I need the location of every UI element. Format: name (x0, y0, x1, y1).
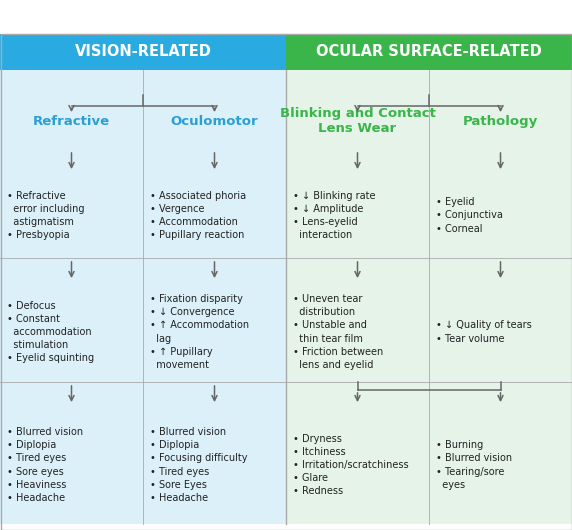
Text: • Blurred vision
• Diplopia
• Focusing difficulty
• Tired eyes
• Sore Eyes
• Hea: • Blurred vision • Diplopia • Focusing d… (150, 427, 248, 503)
Text: Oculomotor: Oculomotor (170, 115, 259, 128)
Text: Blinking and Contact
Lens Wear: Blinking and Contact Lens Wear (280, 108, 435, 136)
Text: • Eyelid
• Conjunctiva
• Corneal: • Eyelid • Conjunctiva • Corneal (436, 197, 503, 234)
Text: • Associated phoria
• Vergence
• Accommodation
• Pupillary reaction: • Associated phoria • Vergence • Accommo… (150, 191, 246, 240)
Text: • Burning
• Blurred vision
• Tearing/sore
  eyes: • Burning • Blurred vision • Tearing/sor… (436, 440, 512, 490)
FancyBboxPatch shape (0, 34, 286, 70)
Text: VISION-RELATED: VISION-RELATED (74, 45, 212, 59)
Text: • Refractive
  error including
  astigmatism
• Presbyopia: • Refractive error including astigmatism… (7, 191, 85, 240)
Text: • Dryness
• Itchiness
• Irritation/scratchiness
• Glare
• Redness: • Dryness • Itchiness • Irritation/scrat… (293, 434, 408, 497)
Text: • Blurred vision
• Diplopia
• Tired eyes
• Sore eyes
• Heaviness
• Headache: • Blurred vision • Diplopia • Tired eyes… (7, 427, 83, 503)
FancyBboxPatch shape (0, 70, 143, 524)
FancyBboxPatch shape (286, 34, 572, 70)
Text: Pathology: Pathology (463, 115, 538, 128)
FancyBboxPatch shape (429, 70, 572, 524)
Text: Refractive: Refractive (33, 115, 110, 128)
Text: • Fixation disparity
• ↓ Convergence
• ↑ Accommodation
  lag
• ↑ Pupillary
  mov: • Fixation disparity • ↓ Convergence • ↑… (150, 294, 249, 370)
FancyBboxPatch shape (286, 70, 429, 524)
FancyBboxPatch shape (143, 70, 286, 524)
Text: • ↓ Quality of tears
• Tear volume: • ↓ Quality of tears • Tear volume (436, 321, 532, 343)
Text: OCULAR SURFACE-RELATED: OCULAR SURFACE-RELATED (316, 45, 542, 59)
Text: • Defocus
• Constant
  accommodation
  stimulation
• Eyelid squinting: • Defocus • Constant accommodation stimu… (7, 301, 94, 364)
Text: • Uneven tear
  distribution
• Unstable and
  thin tear film
• Friction between
: • Uneven tear distribution • Unstable an… (293, 294, 383, 370)
Text: • ↓ Blinking rate
• ↓ Amplitude
• Lens-eyelid
  interaction: • ↓ Blinking rate • ↓ Amplitude • Lens-e… (293, 191, 375, 240)
